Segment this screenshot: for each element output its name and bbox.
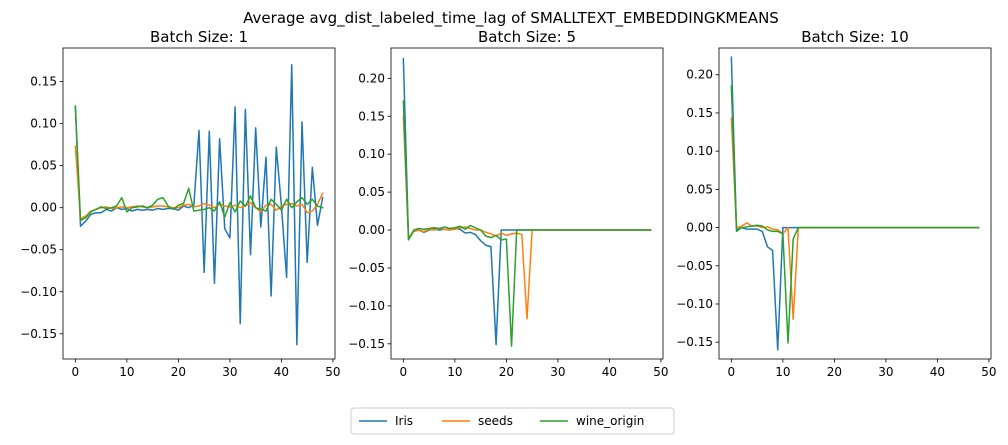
subplot-3: Batch Size: 10 0 10 20 30 40 50 −0.15 −0.10 −0.05… [676,28,996,379]
x-tick-label: 0 [400,365,408,379]
y-tick-label: 0.20 [358,71,385,85]
y-tick-label: −0.10 [676,297,713,311]
x-tick-label: 40 [930,365,945,379]
series-line-wine_origin [730,85,980,344]
y-tick-label: 0.00 [358,223,385,237]
x-tick-label: 20 [171,365,186,379]
y-tick-label: 0.15 [30,75,57,89]
x-tick-label: 10 [775,365,790,379]
y-tick-label: 0.00 [30,201,57,215]
y-tick-label: 0.20 [686,68,713,82]
x-tick-label: 40 [274,365,289,379]
x-tick-label: 20 [827,365,842,379]
x-tick-label: 10 [119,365,134,379]
x-tick-label: 0 [72,365,80,379]
y-tick-label: −0.05 [20,243,57,257]
subplot-2: Batch Size: 5 0 10 20 30 40 50 −0.15 −0.10 −0.05 0… [348,28,668,379]
legend-label-seeds: seeds [478,414,513,428]
x-tick-label: 10 [447,365,462,379]
x-tick-label: 40 [602,365,617,379]
y-tick-label: 0.10 [30,117,57,131]
axes-frame [390,47,664,360]
legend: Iris seeds wine_origin [350,407,675,435]
series-line-seeds [74,145,324,220]
axes-frame [62,47,336,360]
y-tick-label: 0.05 [686,182,713,196]
subplot-1: Batch Size: 1 0 10 20 30 40 50 −0.15 −0.10 −0.05 0… [20,28,340,379]
y-tick-label: −0.05 [676,259,713,273]
x-tick-label: 30 [878,365,893,379]
x-tick-label: 30 [550,365,565,379]
legend-label-Iris: Iris [395,414,413,428]
subplot-title: Batch Size: 1 [150,28,248,46]
y-tick-label: −0.15 [348,337,385,351]
axes-frame [718,47,992,360]
x-tick-label: 30 [222,365,237,379]
x-tick-label: 0 [728,365,736,379]
series-line-seeds [402,115,652,320]
y-tick-label: 0.00 [686,221,713,235]
legend-label-wine_origin: wine_origin [576,414,644,428]
y-tick-label: 0.10 [358,147,385,161]
subplot-title: Batch Size: 5 [478,28,576,46]
series-line-Iris [402,57,652,346]
x-tick-label: 50 [981,365,996,379]
figure-title: Average avg_dist_labeled_time_lag of SMA… [243,9,779,28]
series-line-wine_origin [74,105,324,222]
y-tick-label: 0.05 [358,185,385,199]
series-line-seeds [730,117,980,321]
legend-frame [350,407,675,435]
y-tick-label: −0.15 [20,327,57,341]
x-tick-label: 50 [653,365,668,379]
series-line-Iris [730,56,980,351]
y-tick-label: −0.05 [348,261,385,275]
y-tick-label: 0.05 [30,159,57,173]
y-tick-label: −0.15 [676,335,713,349]
y-tick-label: 0.10 [686,144,713,158]
y-tick-label: 0.15 [686,106,713,120]
y-tick-label: 0.15 [358,109,385,123]
subplot-title: Batch Size: 10 [801,28,909,46]
series-line-wine_origin [402,100,652,347]
y-tick-label: −0.10 [20,285,57,299]
x-tick-label: 50 [325,365,340,379]
y-tick-label: −0.10 [348,299,385,313]
x-tick-label: 20 [499,365,514,379]
